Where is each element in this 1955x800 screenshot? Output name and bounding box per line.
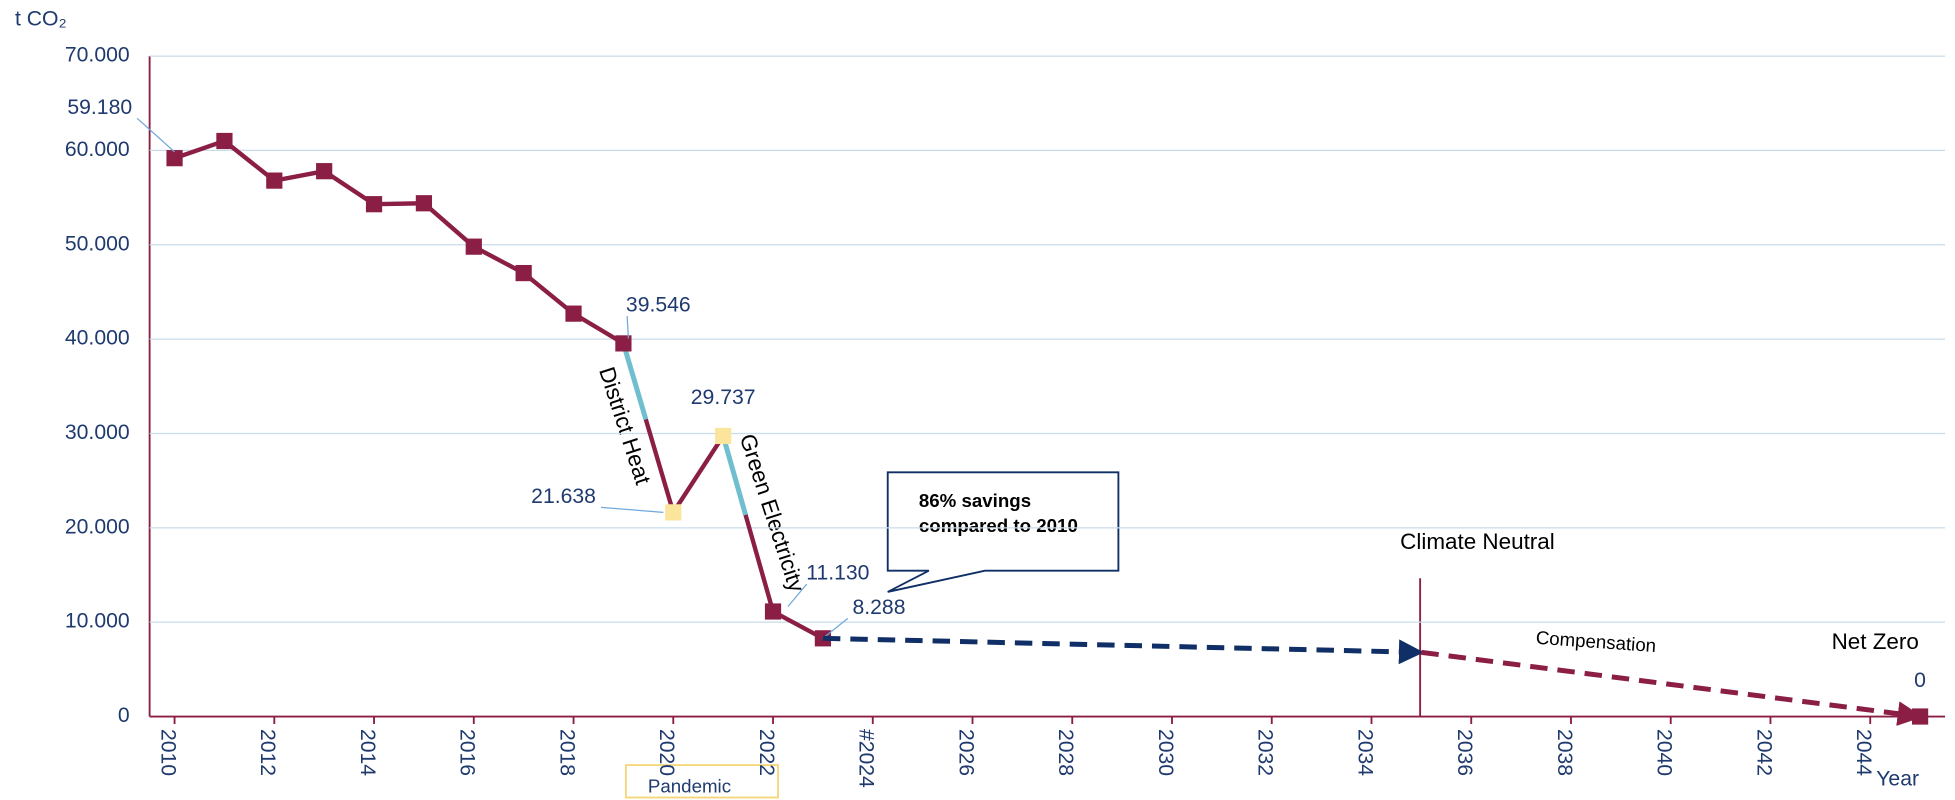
x-tick-label: 2032 [1254,729,1277,776]
compensation: Compensation [1535,627,1657,656]
x-tick-label: 2040 [1653,729,1676,776]
highlight-segment [720,435,748,516]
point-marker [715,427,732,445]
climate-neutral: Climate Neutral [1400,529,1555,554]
point-marker [515,264,532,282]
net-zero: Net Zero [1832,629,1919,654]
highlight-segment [621,342,649,421]
y-tick-label: 10.000 [65,610,130,633]
point-marker [415,195,433,212]
callout-line: compared to 2010 [919,515,1078,536]
data-label: 8.288 [853,596,906,619]
x-tick-label: 2038 [1553,729,1576,776]
pandemic: Pandemic [648,775,731,796]
leader-line [626,315,630,339]
x-tick-label: 2020 [655,729,678,776]
y-tick-label: 30.000 [65,421,130,444]
y-axis-label: t CO₂ [15,8,67,31]
data-label: 29.737 [691,386,756,409]
x-tick-label: 2022 [755,729,778,776]
series-line [173,138,824,641]
callout-box [886,471,1120,593]
point-marker [216,132,233,150]
pandemic-box [624,764,779,799]
x-tick-label: 2044 [1852,729,1875,776]
y-tick-label: 70.000 [65,44,130,67]
x-tick-label: 2018 [555,729,578,776]
y-tick-label: 40.000 [65,327,130,350]
point-marker [1911,708,1929,725]
x-tick-label: 2012 [256,729,279,776]
x-tick-label: 2030 [1154,729,1177,776]
data-label: 0 [1914,669,1926,692]
x-tick-label: 2036 [1453,729,1476,776]
point-marker [166,150,183,167]
point-marker [764,603,782,620]
point-marker [665,504,682,521]
data-label: 39.546 [626,294,691,317]
leader-line [600,506,664,513]
point-marker [465,238,482,255]
point-marker [365,196,383,213]
y-tick-label: 50.000 [65,232,130,255]
y-tick-label: 20.000 [65,515,130,538]
x-tick-label: 2028 [1054,729,1077,776]
x-tick-label: 2026 [954,729,977,776]
x-tick-label: 2016 [456,729,479,776]
leader-line [787,583,808,607]
leader-line [136,117,175,153]
y-tick-label: 60.000 [65,138,130,161]
data-label: 11.130 [806,562,869,585]
data-label: 21.638 [531,485,596,508]
x-tick-label: 2014 [356,729,379,776]
x-tick-label: #2024 [855,729,878,788]
marks: 59.180 39.546 21.638 29.737 11.130 8.288 0 [67,96,1929,727]
x-tick-label: 2010 [156,729,179,776]
grid [149,55,1946,724]
leader-line [822,617,849,639]
x-tick-label: 2034 [1353,729,1376,776]
x-axis-label: Year [1876,768,1919,791]
series-line [1421,649,1923,727]
point-marker [565,305,582,322]
y-tick-label: 0 [118,704,130,727]
x-tick-label: 2042 [1752,729,1775,776]
data-label: 59.180 [67,96,132,119]
point-marker [316,163,333,180]
point-marker [266,172,283,189]
callout-line: 86% savings [919,490,1031,511]
point-marker [615,335,632,352]
series-line [822,635,1424,665]
